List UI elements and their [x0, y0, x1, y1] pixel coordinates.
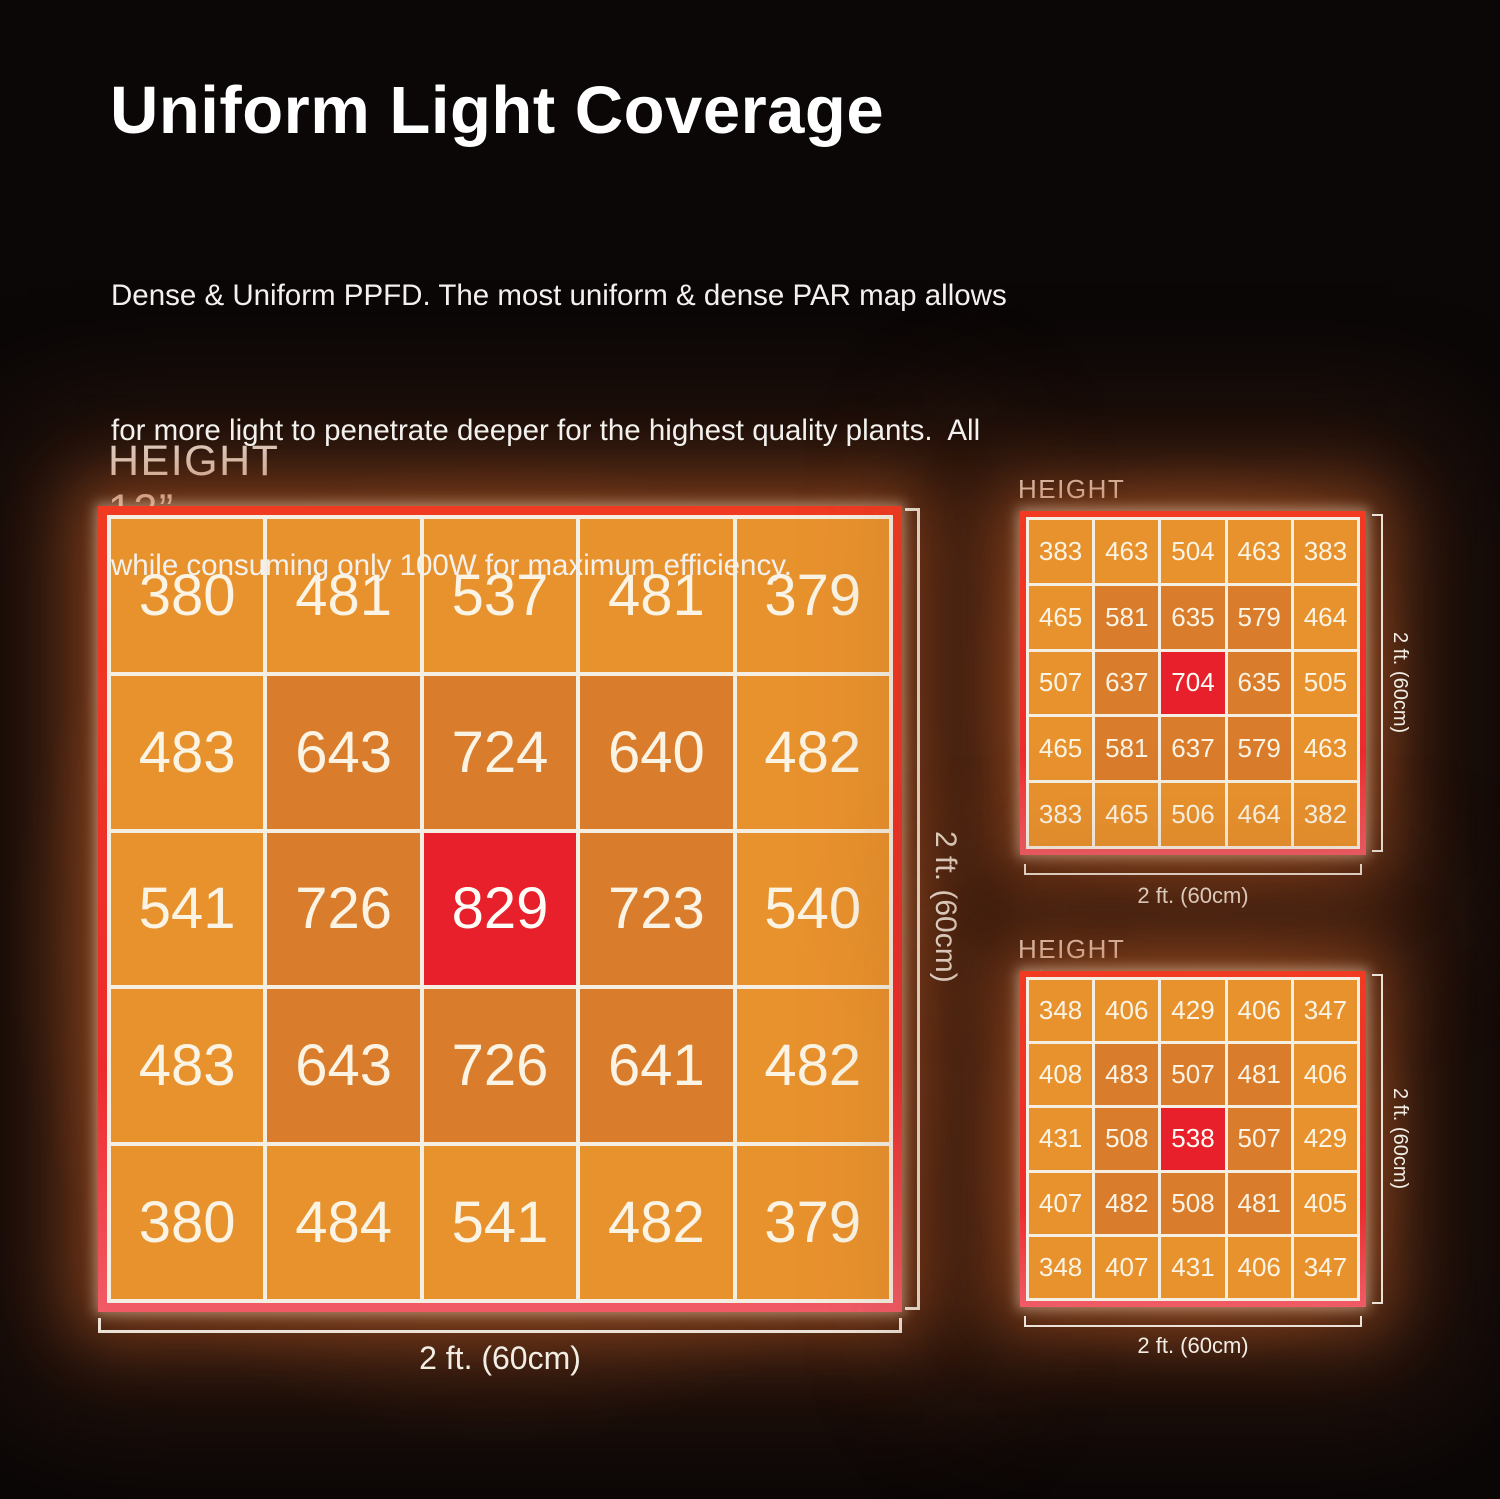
- width-dimension-label-14in: 2 ft. (60cm): [1137, 883, 1249, 908]
- description-line: Dense & Uniform PPFD. The most uniform &…: [111, 279, 1007, 312]
- heatmap-cell: 643: [267, 989, 420, 1143]
- width-dimension-bracket-18in: [1024, 1316, 1362, 1327]
- heatmap-cell: 540: [736, 832, 889, 986]
- height-dimension-bracket-18in: [1372, 974, 1383, 1304]
- heatmap-cell: 347: [1293, 980, 1357, 1042]
- description-line: while consuming only 100W for maximum ef…: [111, 549, 792, 582]
- heatmap-cell: 643: [267, 675, 420, 829]
- page-title: Uniform Light Coverage: [110, 73, 885, 148]
- heatmap-cell: 382: [1293, 783, 1357, 846]
- heatmap-cell: 481: [1227, 1044, 1291, 1106]
- heatmap-cell: 348: [1029, 1236, 1093, 1298]
- height-dimension-label-14in: 2 ft. (60cm): [1389, 632, 1411, 734]
- heatmap-cell: 726: [423, 989, 577, 1143]
- heatmap-cell: 407: [1029, 1172, 1093, 1234]
- heatmap-cell: 641: [580, 989, 733, 1143]
- heatmap-cell: 581: [1095, 717, 1159, 781]
- heatmap-cell: 406: [1095, 980, 1159, 1042]
- heatmap-cell: 505: [1293, 651, 1357, 715]
- heatmap-cell: 483: [1095, 1044, 1159, 1106]
- height-dimension-bracket-14in: [1372, 514, 1383, 852]
- heatmap-cell: 579: [1227, 717, 1291, 781]
- heatmap-cell: 579: [1227, 585, 1291, 649]
- width-dimension-label-12in: 2 ft. (60cm): [419, 1340, 581, 1376]
- heatmap-cell: 464: [1227, 783, 1291, 846]
- heatmap-cell: 463: [1227, 520, 1291, 583]
- heatmap-cell: 463: [1293, 717, 1357, 781]
- page-description: Dense & Uniform PPFD. The most uniform &…: [111, 183, 1221, 678]
- width-dimension-label-18in: 2 ft. (60cm): [1137, 1333, 1249, 1358]
- heatmap-cell: 431: [1161, 1236, 1225, 1298]
- heatmap-cell: 429: [1293, 1108, 1357, 1170]
- heatmap-cell: 481: [1227, 1172, 1291, 1234]
- heatmap-cell: 383: [1293, 520, 1357, 583]
- heatmap-cell: 406: [1293, 1044, 1357, 1106]
- heatmap-cell: 726: [267, 832, 420, 986]
- heatmap-cell: 482: [1095, 1172, 1159, 1234]
- heatmap-cell: 482: [736, 675, 889, 829]
- heatmap-cell: 379: [736, 1146, 889, 1299]
- heatmap-cell: 538: [1161, 1108, 1225, 1170]
- heatmap-cell: 541: [111, 832, 264, 986]
- heatmap-cell: 465: [1029, 717, 1093, 781]
- heatmap-cell: 635: [1227, 651, 1291, 715]
- heatmap-inner-18in: 348 406 429 406 347 408 483 507 481 406 431 508 538 5…: [1026, 977, 1360, 1301]
- heatmap-frame-18in: 348 406 429 406 347 408 483 507 481 406 431 508 538 5…: [1020, 971, 1366, 1307]
- heatmap-cell: 482: [580, 1146, 733, 1299]
- heatmap-cell: 408: [1029, 1044, 1093, 1106]
- heatmap-cell: 507: [1227, 1108, 1291, 1170]
- heatmap-cell: 508: [1095, 1108, 1159, 1170]
- width-dimension-bracket-14in: [1024, 864, 1362, 875]
- description-line: for more light to penetrate deeper for t…: [111, 414, 981, 447]
- heatmap-cell: 406: [1227, 980, 1291, 1042]
- heatmap-cell: 347: [1293, 1236, 1357, 1298]
- heatmap-cell: 506: [1161, 783, 1225, 846]
- heatmap-cell: 429: [1161, 980, 1225, 1042]
- heatmap-cell: 405: [1293, 1172, 1357, 1234]
- heatmap-cell: 465: [1095, 783, 1159, 846]
- heatmap-cell: 484: [267, 1146, 420, 1299]
- heatmap-cell: 348: [1029, 980, 1093, 1042]
- heatmap-grid-18in: 348 406 429 406 347 408 483 507 481 406 431 508 538 5…: [1029, 980, 1357, 1298]
- heatmap-cell: 380: [111, 1146, 264, 1299]
- heatmap-cell: 383: [1029, 783, 1093, 846]
- heatmap-cell: 464: [1293, 585, 1357, 649]
- heatmap-cell: 483: [111, 675, 264, 829]
- heatmap-cell: 507: [1161, 1044, 1225, 1106]
- heatmap-cell: 829: [423, 832, 577, 986]
- heatmap-cell: 407: [1095, 1236, 1159, 1298]
- width-dimension-bracket-12in: [98, 1318, 902, 1333]
- heatmap-cell: 723: [580, 832, 733, 986]
- heatmap-cell: 406: [1227, 1236, 1291, 1298]
- heatmap-cell: 482: [736, 989, 889, 1143]
- heatmap-cell: 541: [423, 1146, 577, 1299]
- heatmap-cell: 431: [1029, 1108, 1093, 1170]
- heatmap-cell: 483: [111, 989, 264, 1143]
- heatmap-cell: 724: [423, 675, 577, 829]
- heatmap-cell: 640: [580, 675, 733, 829]
- height-dimension-label-18in: 2 ft. (60cm): [1389, 1088, 1411, 1190]
- heatmap-cell: 637: [1161, 717, 1225, 781]
- heatmap-cell: 508: [1161, 1172, 1225, 1234]
